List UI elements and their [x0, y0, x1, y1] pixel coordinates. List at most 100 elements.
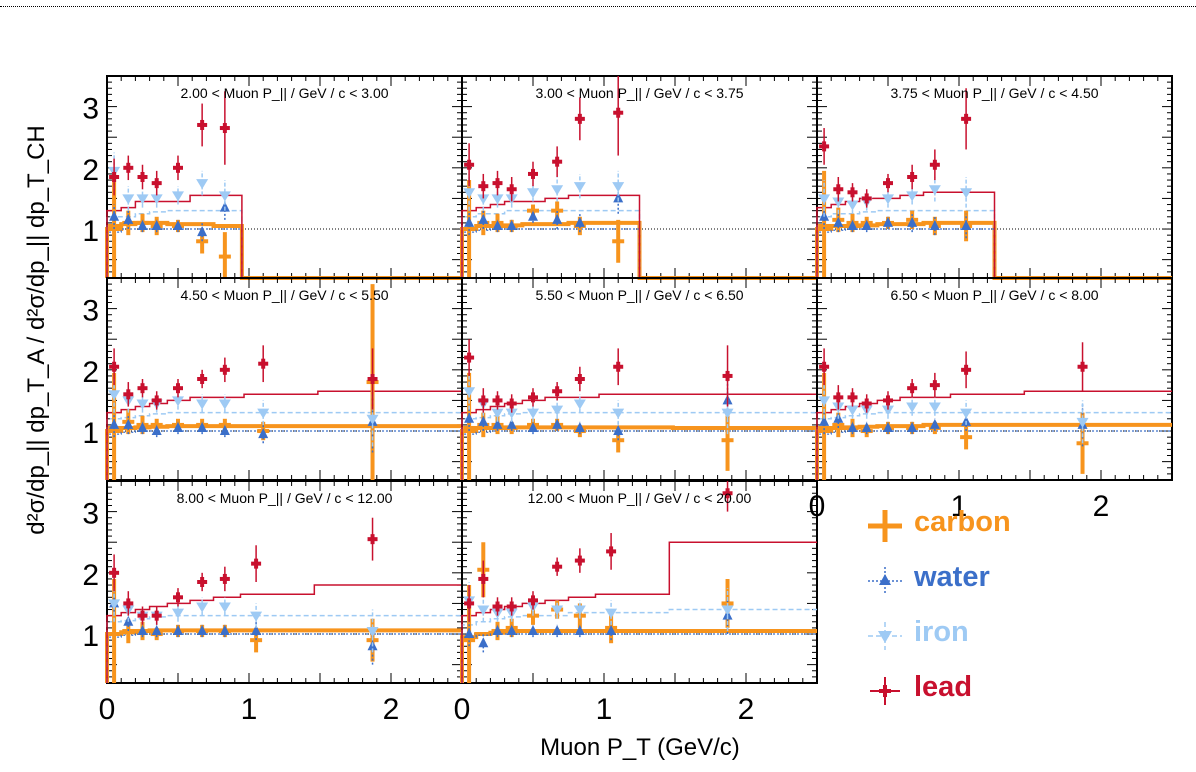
y-axis-title: d²σ/dp_|| dp_T_A / d²σ/dp_|| dp_T_CH: [23, 125, 50, 534]
point-water: [151, 219, 162, 230]
point-iron: [906, 191, 919, 202]
plus-icon: [870, 677, 900, 705]
point-iron: [573, 399, 586, 410]
point-water: [151, 624, 162, 635]
point-water: [464, 628, 475, 639]
point-iron: [218, 191, 231, 202]
point-iron: [960, 188, 973, 199]
point-water: [929, 219, 940, 230]
point-water: [506, 219, 517, 230]
point-water: [258, 428, 269, 439]
x-tick-label: 0: [99, 693, 116, 726]
point-iron: [551, 605, 564, 616]
panel-title: 3.75 < Muon P_|| / GeV / c < 4.50: [890, 85, 1098, 101]
legend-label-iron: iron: [914, 616, 969, 648]
point-water: [606, 624, 617, 635]
point-iron: [605, 608, 618, 619]
point-water: [478, 637, 489, 648]
panel-8: 12.00 < Muon P_|| / GeV / c < 20.00 0 1 2: [454, 480, 818, 726]
point-water: [528, 421, 538, 432]
point-iron: [366, 626, 379, 637]
point-iron: [928, 185, 941, 196]
legend-label-water: water: [914, 561, 990, 593]
point-iron: [721, 408, 734, 419]
point-iron: [551, 405, 564, 416]
point-iron: [960, 408, 973, 419]
point-water: [173, 219, 183, 230]
point-iron: [1076, 417, 1089, 428]
point-water: [137, 624, 148, 635]
mc-histogram-carbon: [105, 220, 462, 280]
point-water: [123, 418, 134, 429]
legend-label-carbon: carbon: [914, 506, 1011, 538]
mc-histogram-iron: [461, 608, 817, 683]
point-iron: [218, 602, 231, 613]
point-water: [574, 421, 585, 432]
legend-item-carbon: carbon: [860, 500, 1180, 550]
panel-5: 5.50 < Muon P_|| / GeV / c < 6.50: [460, 277, 818, 481]
point-water: [847, 219, 858, 230]
mc-histogram-lead: [816, 390, 1172, 480]
point-water: [151, 425, 162, 436]
x-axis-title: Muon P_T (GeV/c): [540, 734, 740, 761]
point-water: [847, 421, 858, 432]
point-water: [907, 216, 918, 227]
point-iron: [846, 200, 859, 211]
mc-histogram-carbon: [815, 220, 1172, 280]
point-water: [173, 421, 183, 432]
panel-frame: [106, 75, 463, 279]
mc-histogram-iron: [106, 614, 462, 683]
point-water: [219, 201, 230, 212]
point-iron: [818, 396, 831, 407]
mc-histogram-lead: [106, 390, 462, 480]
mc-histogram-water: [106, 430, 462, 480]
point-water: [506, 624, 517, 635]
point-iron: [612, 408, 625, 419]
point-water: [173, 624, 183, 635]
point-water: [197, 226, 208, 237]
point-iron: [150, 194, 163, 205]
point-iron: [505, 408, 518, 419]
point-water: [574, 216, 585, 227]
panel-7: 8.00 < Muon P_|| / GeV / c < 12.00 1 2 3 0 1 2: [82, 480, 463, 726]
y-tick-label: 1: [82, 215, 99, 248]
point-water: [109, 210, 120, 221]
point-water: [883, 421, 893, 432]
point-water: [929, 418, 940, 429]
legend-label-lead: lead: [914, 671, 973, 703]
point-iron: [108, 390, 121, 401]
point-iron: [818, 194, 831, 205]
top-border-dots: [0, 6, 1196, 7]
mc-histogram-iron: [106, 209, 462, 279]
legend-item-iron: iron: [860, 610, 1180, 660]
mc-histogram-carbon: [460, 425, 817, 480]
panel-title: 6.50 < Muon P_|| / GeV / c < 8.00: [890, 287, 1098, 303]
point-iron: [527, 188, 539, 199]
point-iron: [218, 399, 231, 410]
point-water: [883, 216, 893, 227]
point-iron: [172, 608, 184, 619]
panel-title: 12.00 < Muon P_|| / GeV / c < 20.00: [528, 490, 752, 506]
point-water: [552, 213, 563, 224]
mc-histogram-lead: [461, 194, 817, 279]
panel-title: 8.00 < Muon P_|| / GeV / c < 12.00: [177, 490, 393, 506]
point-water: [464, 216, 475, 227]
point-water: [492, 418, 503, 429]
mc-histogram-iron: [816, 209, 1172, 279]
point-water: [861, 421, 872, 432]
point-iron: [477, 194, 490, 205]
point-water: [478, 415, 489, 426]
point-iron: [882, 194, 894, 205]
point-iron: [108, 599, 121, 610]
panel-title: 3.00 < Muon P_|| / GeV / c < 3.75: [535, 85, 743, 101]
point-water: [492, 624, 503, 635]
point-iron: [832, 197, 845, 208]
point-iron: [551, 185, 564, 196]
mc-histogram-iron: [461, 209, 817, 279]
x-tick-label: 2: [383, 693, 400, 726]
point-water: [907, 421, 918, 432]
point-water: [552, 624, 563, 635]
point-water: [197, 624, 208, 635]
point-iron: [527, 408, 539, 419]
